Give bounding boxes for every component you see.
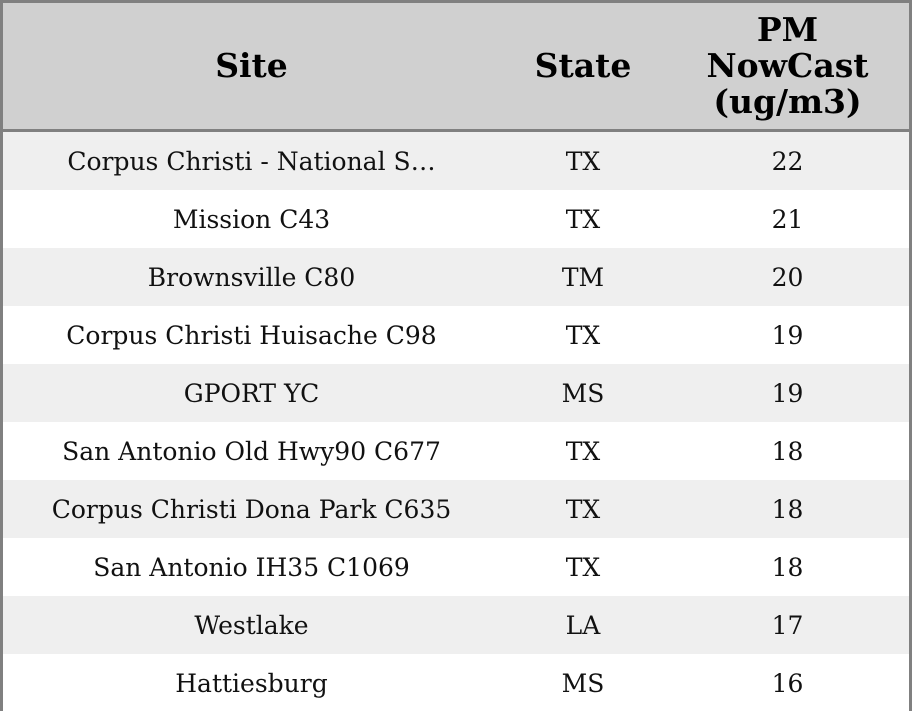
table-cell: TX [500,131,666,191]
table-cell: 19 [666,306,909,364]
table-cell: 18 [666,538,909,596]
table-cell: TX [500,480,666,538]
table-cell: Corpus Christi Dona Park C635 [3,480,500,538]
table-cell: 18 [666,422,909,480]
header-row: Site State PM NowCast (ug/m3) [3,3,909,131]
table-cell: 18 [666,480,909,538]
table-cell: 22 [666,131,909,191]
column-header: Site [3,3,500,131]
table-cell: 19 [666,364,909,422]
table-cell: TX [500,306,666,364]
column-header-text: PM NowCast (ug/m3) [693,12,883,120]
column-header: PM NowCast (ug/m3) [666,3,909,131]
table-cell: TM [500,248,666,306]
table-cell: GPORT YC [3,364,500,422]
table-cell: Corpus Christi - National S… [3,131,500,191]
table-cell: 20 [666,248,909,306]
table-cell: Mission C43 [3,190,500,248]
table-cell: Hattiesburg [3,654,500,712]
table-cell: 17 [666,596,909,654]
table-cell: TX [500,190,666,248]
table-cell: TX [500,538,666,596]
table-cell: 21 [666,190,909,248]
table-cell: Brownsville C80 [3,248,500,306]
table-cell: MS [500,364,666,422]
column-header-text: State [535,48,632,84]
table-cell: TX [500,422,666,480]
table-cell: MS [500,654,666,712]
table-cell: San Antonio Old Hwy90 C677 [3,422,500,480]
table-cell: 16 [666,654,909,712]
column-header-text: Site [215,48,288,84]
table-cell: Westlake [3,596,500,654]
table-cell: Corpus Christi Huisache C98 [3,306,500,364]
column-header: State [500,3,666,131]
table-cell: LA [500,596,666,654]
table-cell: San Antonio IH35 C1069 [3,538,500,596]
data-table: Site State PM NowCast (ug/m3) Corpus Chris… [3,3,909,712]
